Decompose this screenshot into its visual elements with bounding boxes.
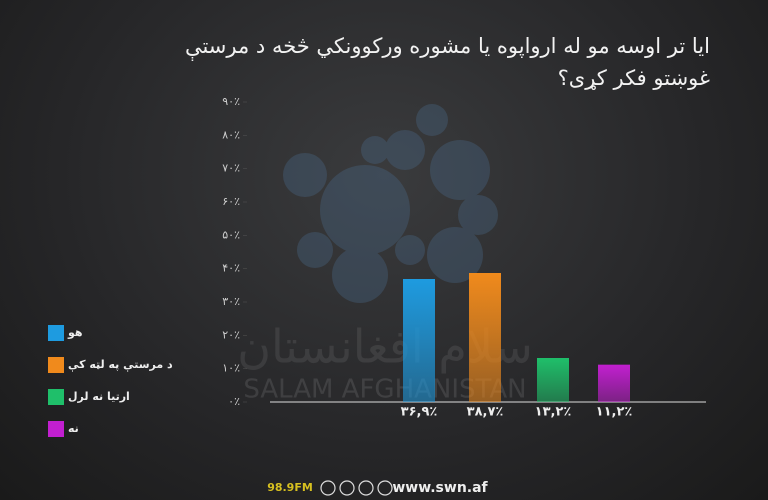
social-icons [320,480,393,496]
y-tick-label: ۱۰٪ [222,362,240,375]
value-label: ۳۶,۹٪ [401,405,438,420]
legend-swatch [48,325,64,341]
value-label: ۳۸,۷٪ [467,405,504,420]
y-tick-label: ۸۰٪ [222,128,240,141]
legend-label: نه [68,422,79,435]
bar [403,279,435,402]
value-label: ۱۱,۲٪ [596,405,633,420]
legend-label: هو [67,326,83,339]
legend-swatch [48,421,64,437]
y-tick-label: ۷۰٪ [222,162,240,175]
legend-label: د مرستې په لټه کې [68,358,173,372]
bar [537,358,569,402]
y-tick-label: ۹۰٪ [222,95,240,108]
y-tick-label: ۳۰٪ [222,295,240,308]
footer-website: www.swn.af [392,480,488,496]
y-tick-label: ۶۰٪ [222,195,240,208]
y-tick-label: ۴۰٪ [222,262,240,275]
bar [598,364,630,402]
y-tick-label: ۵۰٪ [222,228,240,241]
legend-label: ارتیا نه لرل [68,390,130,403]
y-tick-label: ۰٪ [228,395,240,408]
chart-title: ایا تر اوسه مو له ارواپوه یا مشوره ورکوو… [184,34,710,90]
legend-swatch [48,389,64,405]
background-map [283,104,498,303]
legend-swatch [48,357,64,373]
footer-frequency: 98.9FM [267,481,313,494]
bar [469,273,501,402]
value-label: ۱۳,۲٪ [535,405,572,420]
y-tick-label: ۲۰٪ [222,328,240,341]
